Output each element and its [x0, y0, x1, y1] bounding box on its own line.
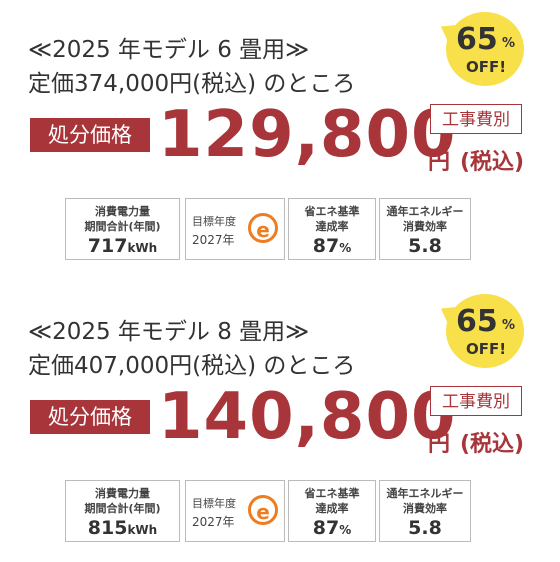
- spec-label: 消費電力量: [95, 487, 150, 500]
- price-unit: 円: [428, 150, 451, 175]
- badge: 65% OFF!: [435, 12, 524, 86]
- spec-efficiency: 通年エネルギー 消費効率 5.8: [379, 480, 471, 542]
- badge-unit: %: [502, 36, 516, 51]
- spec-label: 省エネ基準: [304, 487, 360, 500]
- energy-icon: e: [248, 213, 278, 243]
- spec-label: 達成率: [315, 502, 349, 515]
- spec-label: 通年エネルギー: [386, 487, 464, 500]
- sale-label: 処分価格: [30, 400, 150, 434]
- install-note: 工事費別: [430, 386, 522, 416]
- badge-number: 65: [456, 22, 498, 57]
- spec-label: 消費効率: [403, 220, 447, 233]
- spec-value: 815: [87, 517, 128, 539]
- spec-row: 消費電力量期間合計(年間) 717kWh 目標年度 2027年 e 省エネ基準達成率 87%…: [65, 198, 475, 260]
- spec-label: 消費効率: [403, 502, 447, 515]
- spec-label: 達成率: [315, 220, 349, 233]
- badge-tail: [435, 17, 459, 43]
- spec-energy: 消費電力量期間合計(年間) 815kWh: [65, 480, 180, 542]
- spec-unit: %: [339, 523, 352, 537]
- install-note: 工事費別: [430, 104, 522, 134]
- sale-label: 処分価格: [30, 118, 150, 152]
- price-unit: 円: [428, 432, 451, 457]
- spec-value: 87: [312, 517, 340, 539]
- spec-efficiency: 通年エネルギー 消費効率 5.8: [379, 198, 471, 260]
- spec-label: 目標年度: [192, 215, 236, 228]
- tax-note: (税込): [460, 150, 525, 175]
- spec-value-wrap: 717kWh: [66, 235, 179, 257]
- spec-value-wrap: 87%: [289, 517, 375, 539]
- spec-unit: kWh: [127, 241, 158, 255]
- spec-energy: 消費電力量期間合計(年間) 717kWh: [65, 198, 180, 260]
- spec-unit: %: [339, 241, 352, 255]
- badge-text: OFF!: [466, 58, 507, 76]
- spec-value: 717: [87, 235, 128, 257]
- spec-value: 5.8: [408, 517, 442, 539]
- list-price: 定価407,000円(税込) のところ: [28, 353, 356, 379]
- price: 140,800: [158, 380, 457, 454]
- spec-achieve: 省エネ基準達成率 87%: [288, 198, 376, 260]
- spec-label: 2027年: [192, 515, 235, 529]
- spec-target: 目標年度 2027年 e: [185, 480, 285, 542]
- spec-unit: kWh: [127, 523, 158, 537]
- spec-value-wrap: 87%: [289, 235, 375, 257]
- spec-label: 2027年: [192, 233, 235, 247]
- badge-text: OFF!: [466, 340, 507, 358]
- spec-value-wrap: 815kWh: [66, 517, 179, 539]
- badge-number: 65: [456, 304, 498, 339]
- spec-label: 通年エネルギー: [386, 205, 464, 218]
- badge-tail: [435, 299, 459, 325]
- spec-value: 5.8: [408, 235, 442, 257]
- spec-label: 期間合計(年間): [84, 220, 161, 233]
- spec-row: 消費電力量期間合計(年間) 815kWh 目標年度 2027年 e 省エネ基準達成率 87%…: [65, 480, 475, 542]
- badge: 65% OFF!: [435, 294, 524, 368]
- product: ≪2025 年モデル 8 畳用≫ 定価407,000円(税込) のところ処分価格 1…: [0, 282, 560, 562]
- list-price: 定価374,000円(税込) のところ: [28, 71, 356, 97]
- spec-achieve: 省エネ基準達成率 87%: [288, 480, 376, 542]
- spec-label: 省エネ基準: [304, 205, 360, 218]
- heading: ≪2025 年モデル 6 畳用≫: [28, 37, 310, 63]
- spec-target: 目標年度 2027年 e: [185, 198, 285, 260]
- spec-label: 消費電力量: [95, 205, 150, 218]
- tax-note: (税込): [460, 432, 525, 457]
- product: ≪2025 年モデル 6 畳用≫ 定価374,000円(税込) のところ処分価格 1…: [0, 0, 560, 280]
- spec-value: 87: [312, 235, 340, 257]
- heading: ≪2025 年モデル 8 畳用≫: [28, 319, 310, 345]
- spec-label: 目標年度: [192, 497, 236, 510]
- badge-unit: %: [502, 318, 516, 333]
- price: 129,800: [158, 98, 457, 172]
- energy-icon: e: [248, 495, 278, 525]
- spec-label: 期間合計(年間): [84, 502, 161, 515]
